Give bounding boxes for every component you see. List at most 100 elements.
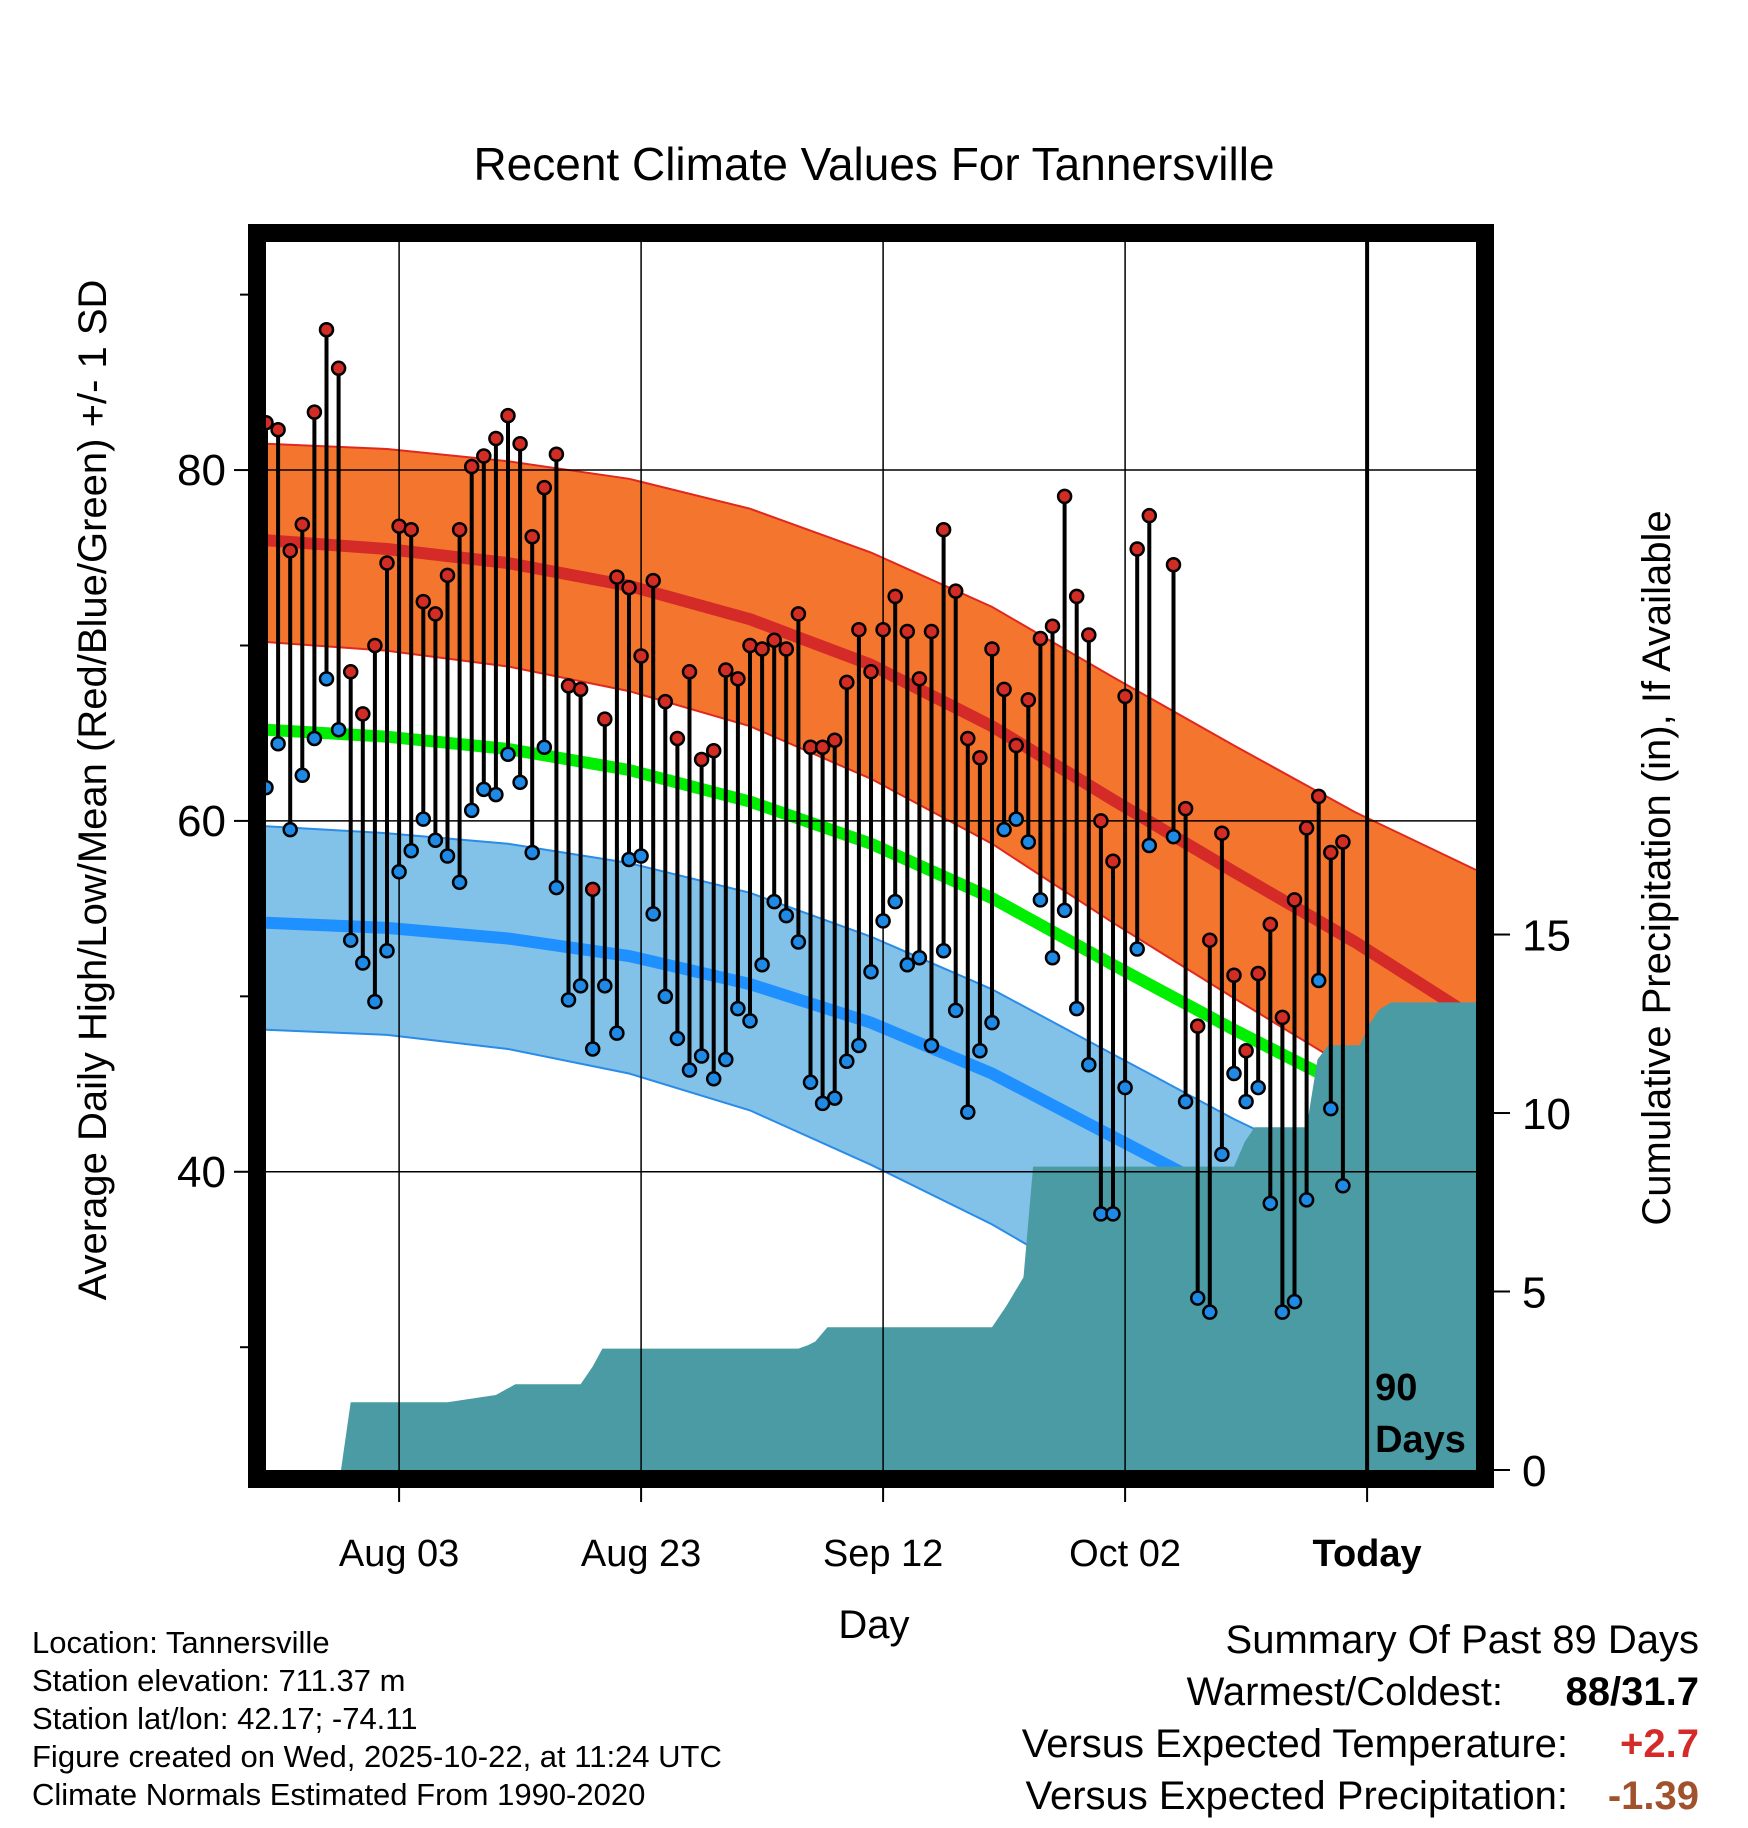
daily-high-point — [1093, 813, 1109, 829]
daily-high-point — [584, 881, 601, 898]
daily-low-point — [935, 942, 952, 959]
daily-low-point — [839, 1053, 855, 1070]
y2-tick-label: 5 — [1522, 1269, 1546, 1318]
daily-low-point — [488, 786, 504, 803]
daily-low-point — [875, 913, 891, 929]
daily-high-point — [790, 606, 807, 622]
daily-low-point — [1008, 811, 1024, 827]
daily-high-point — [1250, 965, 1266, 982]
daily-low-point — [367, 993, 383, 1010]
daily-low-point — [403, 842, 419, 859]
daily-high-point — [294, 516, 311, 533]
daily-low-point — [693, 1048, 710, 1064]
daily-high-point — [1117, 688, 1133, 705]
normal-high-band — [266, 443, 1476, 1167]
daily-high-point — [826, 732, 843, 748]
precip-versus-value: -1.39 — [1607, 1774, 1699, 1818]
daily-high-point — [403, 521, 419, 538]
daily-low-point — [355, 955, 371, 971]
daily-high-point — [342, 664, 359, 680]
daily-low-point — [1238, 1093, 1254, 1110]
daily-low-point — [609, 1025, 625, 1041]
daily-low-point — [1262, 1195, 1279, 1212]
daily-high-point — [1032, 630, 1049, 647]
daily-low-point — [718, 1051, 734, 1068]
daily-low-point — [1117, 1079, 1133, 1096]
daily-high-point — [778, 641, 795, 657]
daily-high-point — [1189, 1018, 1206, 1034]
daily-low-point — [766, 893, 782, 910]
daily-high-point — [439, 567, 456, 584]
daily-low-point — [851, 1037, 867, 1054]
daily-low-point — [1310, 972, 1327, 989]
daily-high-point — [1238, 1042, 1254, 1059]
daily-high-point — [512, 435, 528, 452]
daily-high-point — [1214, 825, 1230, 841]
y-tick-label: 40 — [177, 1148, 226, 1197]
daily-low-point — [294, 767, 311, 784]
daily-high-point — [996, 681, 1012, 698]
daily-low-point — [705, 1071, 722, 1087]
daily-high-point — [1056, 488, 1073, 505]
daily-high-point — [669, 730, 686, 747]
daily-low-point — [1165, 828, 1182, 845]
daily-high-point — [1202, 932, 1218, 948]
daily-low-point — [1177, 1093, 1194, 1110]
daily-high-point — [887, 588, 903, 605]
daily-low-point — [415, 811, 432, 827]
daily-low-point — [730, 1000, 746, 1017]
daily-high-point — [923, 623, 940, 640]
daily-low-point — [282, 821, 298, 838]
daily-high-point — [270, 421, 286, 438]
daily-low-point — [984, 1014, 1000, 1031]
summary-title: Summary Of Past 89 Days — [1225, 1618, 1699, 1662]
daily-low-point — [306, 730, 323, 747]
daily-high-point — [1177, 800, 1194, 817]
temp-versus-value: +2.7 — [1620, 1722, 1699, 1766]
daily-high-point — [645, 572, 661, 589]
daily-low-point — [427, 832, 444, 848]
daily-low-point — [1202, 1304, 1218, 1320]
daily-high-point — [863, 664, 879, 680]
daily-low-point — [1141, 837, 1158, 854]
y-tick-label: 60 — [177, 797, 226, 846]
daily-low-point — [1129, 941, 1145, 957]
daily-low-point — [802, 1074, 819, 1091]
daily-high-point — [1286, 892, 1303, 908]
daily-low-point — [1214, 1146, 1230, 1162]
daily-high-point — [367, 637, 383, 654]
daily-low-point — [1274, 1304, 1291, 1320]
daily-high-point — [500, 407, 516, 424]
daily-low-point — [1105, 1206, 1121, 1222]
x-tick-label: Sep 12 — [823, 1533, 943, 1575]
daily-high-point — [330, 360, 347, 377]
daily-high-point — [911, 671, 928, 687]
x-tick-label: Oct 02 — [1069, 1533, 1181, 1575]
x-axis-label: Day — [838, 1603, 909, 1647]
daily-low-point — [1189, 1290, 1206, 1306]
daily-high-point — [984, 641, 1000, 657]
daily-high-point — [1008, 737, 1024, 754]
daily-low-point — [266, 779, 274, 796]
daily-low-point — [584, 1041, 601, 1057]
daily-high-point — [1105, 853, 1121, 870]
daily-low-point — [1081, 1057, 1097, 1073]
daily-low-point — [669, 1030, 686, 1047]
climate-normals-note: Climate Normals Estimated From 1990-2020 — [32, 1777, 646, 1812]
warmest-coldest-value: 88/31.7 — [1565, 1670, 1699, 1714]
daily-high-point — [1081, 627, 1097, 643]
daily-high-point — [524, 528, 540, 545]
daily-high-point — [1020, 692, 1037, 708]
daily-low-point — [633, 848, 649, 864]
daily-low-point — [826, 1090, 843, 1106]
daily-low-point — [597, 978, 613, 994]
x-tick-label: Aug 23 — [581, 1533, 701, 1575]
daily-high-point — [306, 404, 323, 420]
daily-low-point — [887, 893, 903, 910]
daily-low-point — [536, 739, 553, 755]
daily-low-point — [1286, 1293, 1303, 1310]
daily-high-point — [730, 671, 746, 687]
daily-high-point — [947, 583, 964, 599]
daily-low-point — [1056, 902, 1073, 919]
daily-high-point — [766, 632, 782, 648]
